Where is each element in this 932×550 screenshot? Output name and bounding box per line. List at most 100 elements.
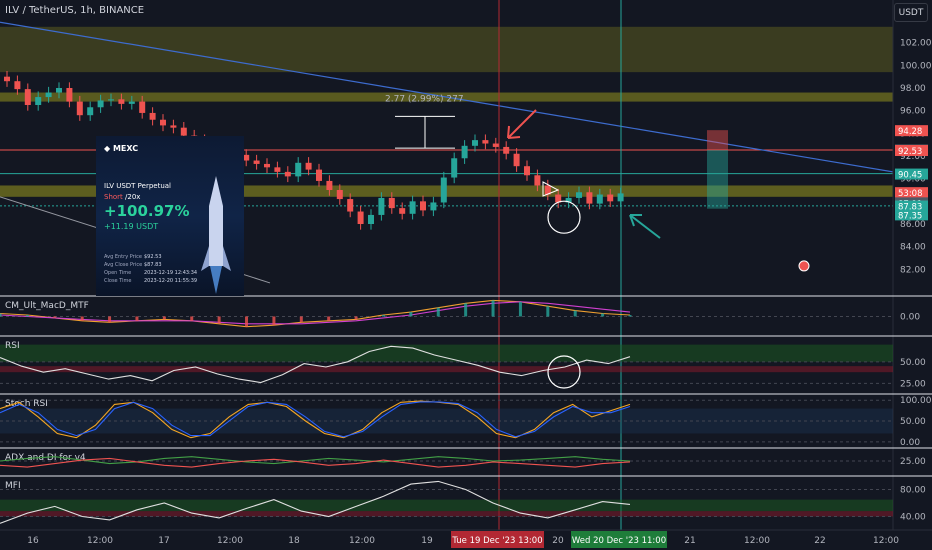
time-tick-label: 12:00 bbox=[217, 536, 243, 546]
candle bbox=[264, 163, 270, 168]
pane-tick-label: 50.00 bbox=[900, 417, 926, 427]
time-highlight bbox=[451, 531, 544, 548]
macd-histogram-bar bbox=[53, 316, 57, 318]
pane-tick-label: 0.00 bbox=[900, 438, 920, 448]
pane-title: ADX and DI for v4 bbox=[5, 453, 86, 463]
card-pair: ILV USDT Perpetual bbox=[104, 182, 171, 190]
candle bbox=[45, 92, 52, 98]
pane-tick-label: 40.00 bbox=[900, 513, 926, 523]
price-tag-label: 87.35 bbox=[898, 211, 922, 221]
candle bbox=[180, 127, 187, 136]
macd-histogram-bar bbox=[546, 306, 550, 317]
candle bbox=[66, 88, 73, 102]
mexc-logo: ◆ MEXC bbox=[104, 144, 139, 153]
price-tick-label: 92.00 bbox=[900, 152, 926, 162]
time-tick-label: 17 bbox=[158, 536, 169, 546]
time-tick-label: 12:00 bbox=[744, 536, 770, 546]
candle bbox=[160, 119, 166, 126]
card-row-value: $87.83 bbox=[144, 262, 162, 268]
time-tick-label: 12:00 bbox=[87, 536, 113, 546]
candle bbox=[274, 167, 281, 172]
red-arrow-icon bbox=[507, 109, 537, 139]
indicator-band bbox=[0, 366, 893, 373]
currency-button[interactable]: USDT bbox=[894, 3, 928, 22]
card-row-value: $92.53 bbox=[144, 254, 162, 260]
time-tick-label: 12:00 bbox=[873, 536, 899, 546]
pane-tick-label: 0.00 bbox=[900, 312, 920, 322]
candle bbox=[388, 197, 395, 209]
macd-histogram-bar bbox=[272, 316, 276, 326]
card-row-value: 2023-12-19 12:43:34 bbox=[144, 270, 198, 276]
candle bbox=[607, 194, 614, 202]
indicator-series bbox=[0, 401, 631, 438]
macd-histogram-bar bbox=[108, 316, 112, 323]
candle bbox=[243, 154, 250, 161]
time-highlight-label: Tue 19 Dec '23 13:00 bbox=[451, 536, 542, 546]
price-tag bbox=[895, 144, 928, 156]
candle bbox=[305, 162, 312, 170]
macd-histogram-bar bbox=[80, 316, 84, 321]
time-tick-label: 20 bbox=[552, 536, 564, 546]
short-position-target bbox=[707, 149, 728, 209]
pane-tick-label: 100.00 bbox=[900, 396, 932, 406]
card-row-label: Close Time bbox=[104, 278, 132, 284]
candle bbox=[128, 101, 135, 104]
pane-title: RSI bbox=[5, 341, 20, 351]
candle bbox=[295, 162, 302, 177]
candle bbox=[316, 169, 322, 181]
price-tag bbox=[895, 168, 928, 180]
macd-histogram-bar bbox=[162, 316, 166, 320]
candle bbox=[534, 175, 541, 186]
price-tag-label: 92.53 bbox=[898, 147, 922, 157]
candle bbox=[503, 146, 510, 154]
candle bbox=[378, 197, 385, 215]
price-tag bbox=[895, 187, 928, 199]
macd-histogram-bar bbox=[601, 313, 605, 317]
card-row-label: Open Time bbox=[104, 270, 132, 276]
chart-title: ILV / TetherUS, 1h, BINANCE bbox=[5, 5, 145, 16]
card-side: Short /20x bbox=[104, 193, 141, 201]
macd-histogram-bar bbox=[25, 315, 29, 317]
highlight-circle bbox=[547, 355, 581, 389]
pane-title: MFI bbox=[5, 481, 21, 491]
candle bbox=[149, 112, 156, 120]
candle bbox=[492, 143, 499, 147]
candle bbox=[97, 100, 104, 108]
price-tag bbox=[895, 200, 928, 212]
candle bbox=[420, 201, 426, 211]
price-tag-label: 87.83 bbox=[898, 203, 922, 213]
macd-histogram-bar bbox=[628, 315, 632, 317]
time-tick-label: 16 bbox=[27, 536, 39, 546]
macd-histogram-bar bbox=[354, 316, 358, 320]
mexc-trade-card: ◆ MEXC ILV USDT Perpetual Short /20x +10… bbox=[96, 136, 244, 296]
candle bbox=[14, 81, 21, 90]
price-tag-label: 90.45 bbox=[898, 171, 922, 181]
price-tick-label: 82.00 bbox=[900, 265, 926, 275]
candle bbox=[524, 166, 530, 176]
time-highlight bbox=[571, 531, 667, 548]
time-tick-label: 18 bbox=[288, 536, 300, 546]
candle bbox=[399, 208, 406, 214]
pane-title: CM_Ult_MacD_MTF bbox=[5, 301, 89, 311]
macd-histogram-bar bbox=[491, 300, 495, 317]
price-tick-label: 96.00 bbox=[900, 107, 926, 117]
macd-histogram-bar bbox=[299, 316, 303, 323]
pane-tick-label: 80.00 bbox=[900, 486, 926, 496]
macd-histogram-bar bbox=[327, 316, 331, 321]
candle bbox=[368, 214, 374, 224]
indicator-series bbox=[0, 457, 631, 468]
candle bbox=[87, 107, 94, 116]
price-tag-label: 53:08 bbox=[898, 189, 923, 199]
time-tick-label: 22 bbox=[814, 536, 825, 546]
pane-tick-label: 25.00 bbox=[900, 379, 926, 389]
macd-histogram-bar bbox=[464, 303, 468, 317]
candle bbox=[35, 97, 42, 105]
candle bbox=[409, 201, 416, 214]
resistance-zone bbox=[0, 26, 893, 73]
indicator-band bbox=[0, 344, 893, 362]
candle bbox=[513, 153, 520, 167]
rocket-icon bbox=[201, 176, 231, 294]
short-position-risk bbox=[707, 130, 728, 150]
time-tick-label: 12:00 bbox=[349, 536, 375, 546]
